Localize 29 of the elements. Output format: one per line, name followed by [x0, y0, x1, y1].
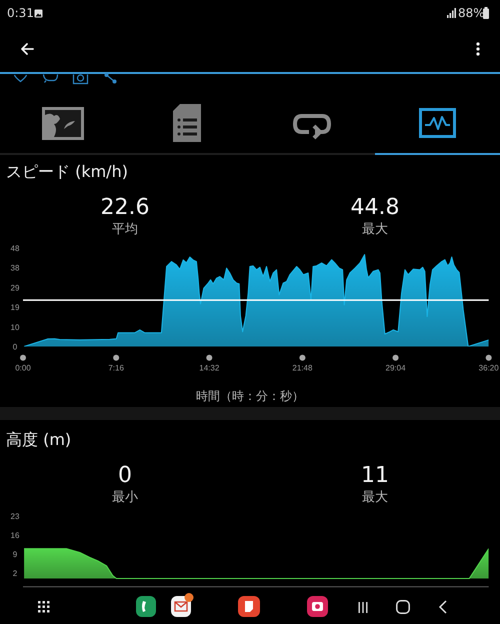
- x-tick-label: 29:04: [386, 364, 406, 372]
- text: 11: [360, 463, 390, 490]
- y-tick-label: 0: [12, 342, 18, 352]
- y-tick-label: 38: [10, 264, 20, 273]
- text: 最大: [361, 490, 389, 506]
- text: 0:31: [7, 6, 34, 20]
- x-axis-title: 時間（時：分：秒）: [195, 388, 305, 405]
- text: 44.8: [350, 195, 400, 222]
- text: 0: [117, 463, 133, 490]
- y-tick-label: 9: [12, 550, 18, 560]
- x-tick-label: 21:48: [292, 364, 313, 372]
- x-tick-label: 0:00: [15, 364, 32, 372]
- y-tick-label: 29: [10, 283, 20, 292]
- x-tick-label: 7:16: [108, 364, 124, 372]
- text: 平均: [111, 222, 139, 238]
- y-tick-label: 16: [10, 531, 20, 540]
- y-tick-label: 48: [10, 244, 20, 253]
- chart-title: スピード (km/h): [6, 162, 128, 183]
- y-tick-label: 2: [12, 569, 18, 578]
- y-tick-label: 10: [10, 322, 20, 332]
- x-tick-label: 36:20: [478, 364, 500, 372]
- chart-title: 高度 (m): [6, 430, 72, 451]
- x-tick-label: 14:32: [199, 364, 220, 372]
- text: 88%: [458, 6, 485, 20]
- text: 22.6: [100, 195, 150, 222]
- text: 最大: [361, 222, 389, 238]
- text: 最小: [111, 490, 139, 506]
- y-tick-label: 23: [10, 512, 20, 521]
- y-tick-label: 19: [10, 303, 20, 312]
